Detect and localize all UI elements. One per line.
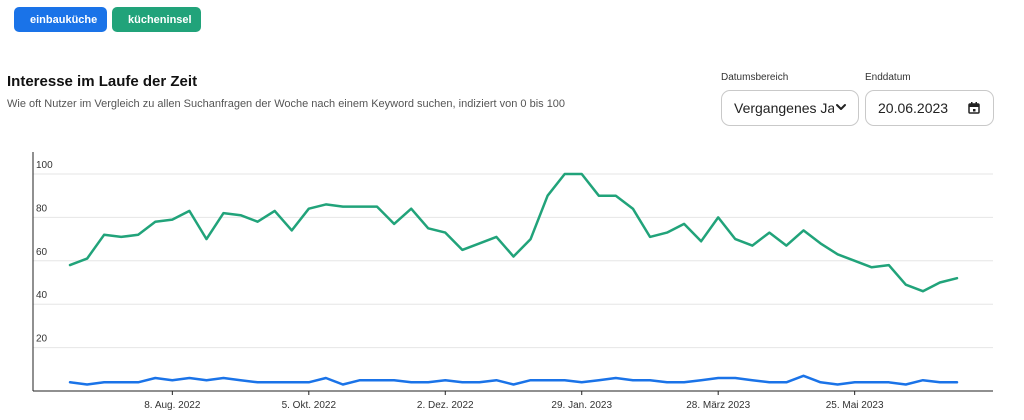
date-range-label: Datumsbereich [721, 72, 789, 83]
end-date-input[interactable]: 20.06.2023 [865, 90, 994, 126]
filter-chip-label: einbauküche [30, 13, 98, 26]
filter-chip-einbaukueche[interactable]: einbauküche ✕ [14, 7, 120, 32]
date-range-value: Vergangenes Jahr [734, 100, 834, 116]
y-tick-label: 20 [36, 334, 48, 345]
x-tick-label: 5. Okt. 2022 [282, 400, 337, 411]
section-subtitle: Wie oft Nutzer im Vergleich zu allen Suc… [7, 98, 566, 110]
x-tick-label: 29. Jan. 2023 [551, 400, 612, 411]
end-date-value: 20.06.2023 [878, 100, 949, 116]
y-tick-label: 40 [36, 290, 48, 301]
x-tick-label: 28. März 2023 [686, 400, 750, 411]
close-icon[interactable]: ✕ [201, 11, 215, 28]
filter-chip-label: kücheninsel [128, 13, 192, 26]
x-tick-label: 25. Mai 2023 [826, 400, 884, 411]
x-tick-label: 8. Aug. 2022 [144, 400, 201, 411]
y-tick-label: 80 [36, 203, 48, 214]
y-tick-label: 100 [36, 160, 53, 171]
filter-chip-kuecheninsel[interactable]: kücheninsel ✕ [112, 7, 214, 32]
chevron-down-icon [836, 104, 846, 110]
section-title: Interesse im Laufe der Zeit [7, 73, 198, 90]
y-tick-label: 60 [36, 247, 48, 258]
date-range-select[interactable]: Vergangenes Jahr [721, 90, 859, 126]
interest-line-chart: 20 40 60 80 100 8. Aug. 2022 5. Okt. 2022 2. De… [32, 152, 993, 411]
series-line-0 [68, 172, 959, 293]
series-line-1 [68, 374, 959, 386]
calendar-icon[interactable] [967, 101, 981, 115]
x-tick-label: 2. Dez. 2022 [417, 400, 474, 411]
end-date-label: Enddatum [865, 72, 911, 83]
